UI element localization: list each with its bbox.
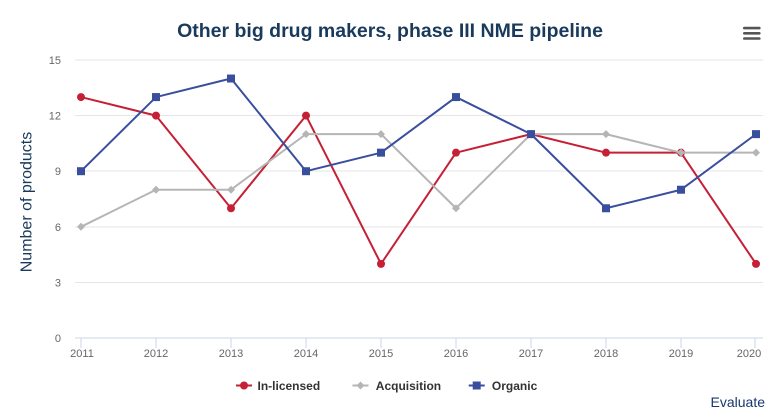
svg-text:0: 0	[55, 333, 61, 345]
svg-text:2016: 2016	[444, 348, 468, 360]
svg-text:2015: 2015	[369, 348, 393, 360]
svg-text:Evaluate: Evaluate	[711, 394, 766, 410]
svg-text:2012: 2012	[144, 348, 168, 360]
svg-text:Organic: Organic	[492, 379, 538, 393]
svg-text:In-licensed: In-licensed	[258, 379, 321, 393]
svg-text:2019: 2019	[669, 348, 693, 360]
svg-text:12: 12	[49, 111, 61, 123]
svg-text:2013: 2013	[219, 348, 243, 360]
svg-text:2018: 2018	[594, 348, 618, 360]
svg-text:2017: 2017	[519, 348, 543, 360]
svg-text:9: 9	[55, 166, 61, 178]
svg-text:15: 15	[49, 55, 61, 67]
svg-text:Number of products: Number of products	[19, 132, 36, 273]
svg-text:Other big drug makers, phase I: Other big drug makers, phase III NME pip…	[177, 20, 603, 42]
svg-text:3: 3	[55, 277, 61, 289]
svg-text:Acquisition: Acquisition	[376, 379, 441, 393]
svg-text:2014: 2014	[294, 348, 318, 360]
svg-text:2011: 2011	[70, 348, 94, 360]
svg-text:6: 6	[55, 222, 61, 234]
svg-text:2020: 2020	[737, 348, 761, 360]
